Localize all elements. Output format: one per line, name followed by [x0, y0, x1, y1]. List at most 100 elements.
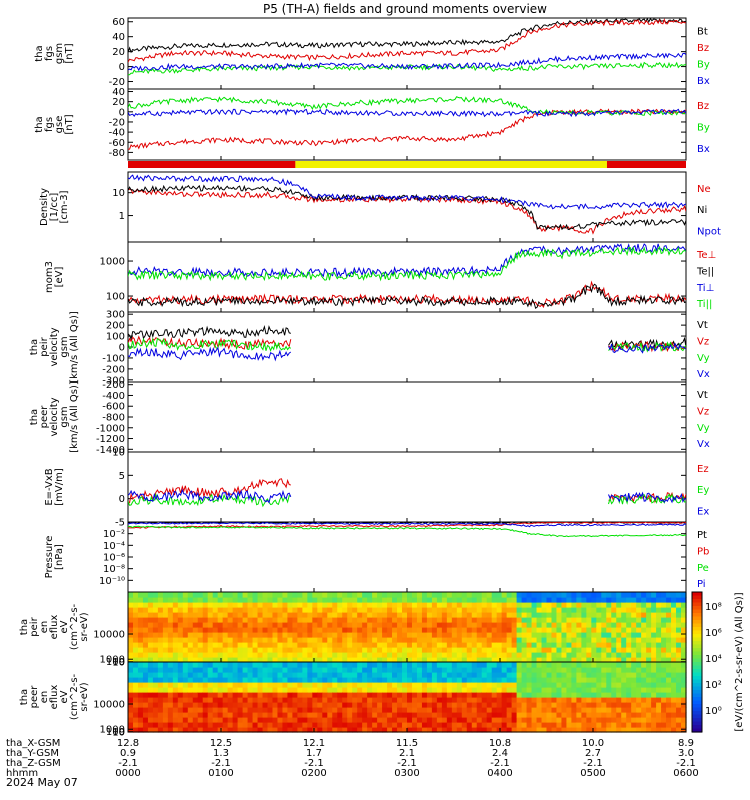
- heatmap-cell: [237, 642, 244, 648]
- heatmap-cell: [566, 727, 573, 733]
- heatmap-cell: [536, 612, 543, 618]
- heatmap-cell: [347, 662, 353, 668]
- heatmap-cell: [596, 637, 602, 643]
- series-line-ne: [128, 188, 686, 235]
- heatmap-cell: [337, 632, 343, 638]
- heatmap-cell: [312, 612, 318, 618]
- heatmap-cell: [641, 727, 647, 733]
- heatmap-cell: [421, 697, 428, 703]
- heatmap-cell: [172, 707, 179, 713]
- heatmap-cell: [536, 722, 543, 728]
- heatmap-cell: [167, 602, 174, 608]
- heatmap-cell: [367, 617, 373, 623]
- heatmap-cell: [636, 602, 642, 608]
- heatmap-cell: [297, 602, 303, 608]
- heatmap-cell: [372, 592, 378, 598]
- heatmap-cell: [172, 622, 179, 628]
- heatmap-cell: [322, 637, 328, 643]
- heatmap-cell: [212, 722, 219, 728]
- heatmap-cell: [656, 617, 662, 623]
- heatmap-cell: [616, 657, 622, 663]
- heatmap-cell: [202, 647, 209, 653]
- heatmap-cell: [302, 652, 308, 658]
- heatmap-cell: [217, 697, 224, 703]
- heatmap-cell: [362, 622, 368, 628]
- heatmap-cell: [257, 682, 264, 688]
- heatmap-cell: [606, 617, 612, 623]
- heatmap-cell: [342, 657, 348, 663]
- heatmap-cell: [407, 602, 413, 608]
- colorbar-cell: [692, 620, 702, 625]
- heatmap-cell: [641, 617, 647, 623]
- heatmap-cell: [182, 717, 189, 723]
- heatmap-cell: [496, 627, 503, 633]
- heatmap-cell: [202, 592, 209, 598]
- heatmap-cell: [362, 677, 368, 683]
- heatmap-cell: [501, 602, 508, 608]
- heatmap-cell: [656, 697, 662, 703]
- y-axis-label: eV: [59, 620, 70, 633]
- heatmap-cell: [397, 677, 403, 683]
- heatmap-cell: [392, 652, 398, 658]
- heatmap-cell: [157, 677, 164, 683]
- y-axis-label: [eV]: [54, 267, 65, 288]
- heatmap-cell: [212, 712, 219, 718]
- heatmap-cell: [262, 722, 269, 728]
- heatmap-cell: [651, 672, 657, 678]
- heatmap-cell: [681, 722, 687, 728]
- y-tick-label: -300: [102, 375, 125, 386]
- series-group: [128, 522, 686, 538]
- heatmap-cell: [297, 632, 303, 638]
- heatmap-cell: [272, 657, 279, 663]
- heatmap-cell: [561, 717, 568, 723]
- heatmap-cell: [681, 672, 687, 678]
- heatmap-cell: [128, 637, 134, 643]
- heatmap-cell: [446, 637, 453, 643]
- heatmap-cell: [202, 727, 209, 733]
- heatmap-cell: [526, 712, 533, 718]
- heatmap-cell: [641, 667, 647, 673]
- heatmap-cell: [147, 627, 154, 633]
- heatmap-cell: [656, 687, 662, 693]
- heatmap-cell: [207, 667, 214, 673]
- heatmap-cell: [521, 637, 528, 643]
- heatmap-cell: [197, 617, 204, 623]
- heatmap-cell: [142, 647, 149, 653]
- heatmap-cell: [531, 687, 538, 693]
- heatmap-cell: [641, 697, 647, 703]
- heatmap-cell: [227, 622, 234, 628]
- heatmap-cell: [606, 612, 612, 618]
- y-axis-label: (cm^2-s-: [69, 603, 80, 650]
- heatmap-cell: [357, 727, 363, 733]
- heatmap-cell: [277, 637, 284, 643]
- heatmap-cell: [546, 607, 553, 613]
- heatmap-cell: [531, 682, 538, 688]
- heatmap-cell: [631, 722, 637, 728]
- heatmap-cell: [222, 592, 229, 598]
- heatmap-cell: [192, 727, 199, 733]
- series-line-ti: [128, 246, 686, 282]
- heatmap-cell: [317, 657, 323, 663]
- heatmap-cell: [431, 652, 438, 658]
- colorbar-frame: [691, 591, 703, 733]
- heatmap-cell: [267, 597, 274, 603]
- heatmap-cell: [521, 697, 528, 703]
- heatmap-cell: [347, 722, 353, 728]
- heatmap-cell: [456, 687, 463, 693]
- heatmap-cell: [541, 712, 548, 718]
- heatmap-cell: [222, 727, 229, 733]
- heatmap-cell: [262, 602, 269, 608]
- heatmap-cell: [636, 672, 642, 678]
- heatmap-cell: [367, 697, 373, 703]
- heatmap-cell: [367, 657, 373, 663]
- heatmap-cell: [671, 677, 677, 683]
- heatmap-cell: [247, 607, 254, 613]
- heatmap-cell: [217, 712, 224, 718]
- heatmap-cell: [541, 702, 548, 708]
- heatmap-cell: [476, 602, 483, 608]
- heatmap-cell: [337, 727, 343, 733]
- heatmap-cell: [461, 642, 468, 648]
- heatmap-cell: [192, 597, 199, 603]
- heatmap-cell: [337, 692, 343, 698]
- heatmap-cell: [177, 722, 184, 728]
